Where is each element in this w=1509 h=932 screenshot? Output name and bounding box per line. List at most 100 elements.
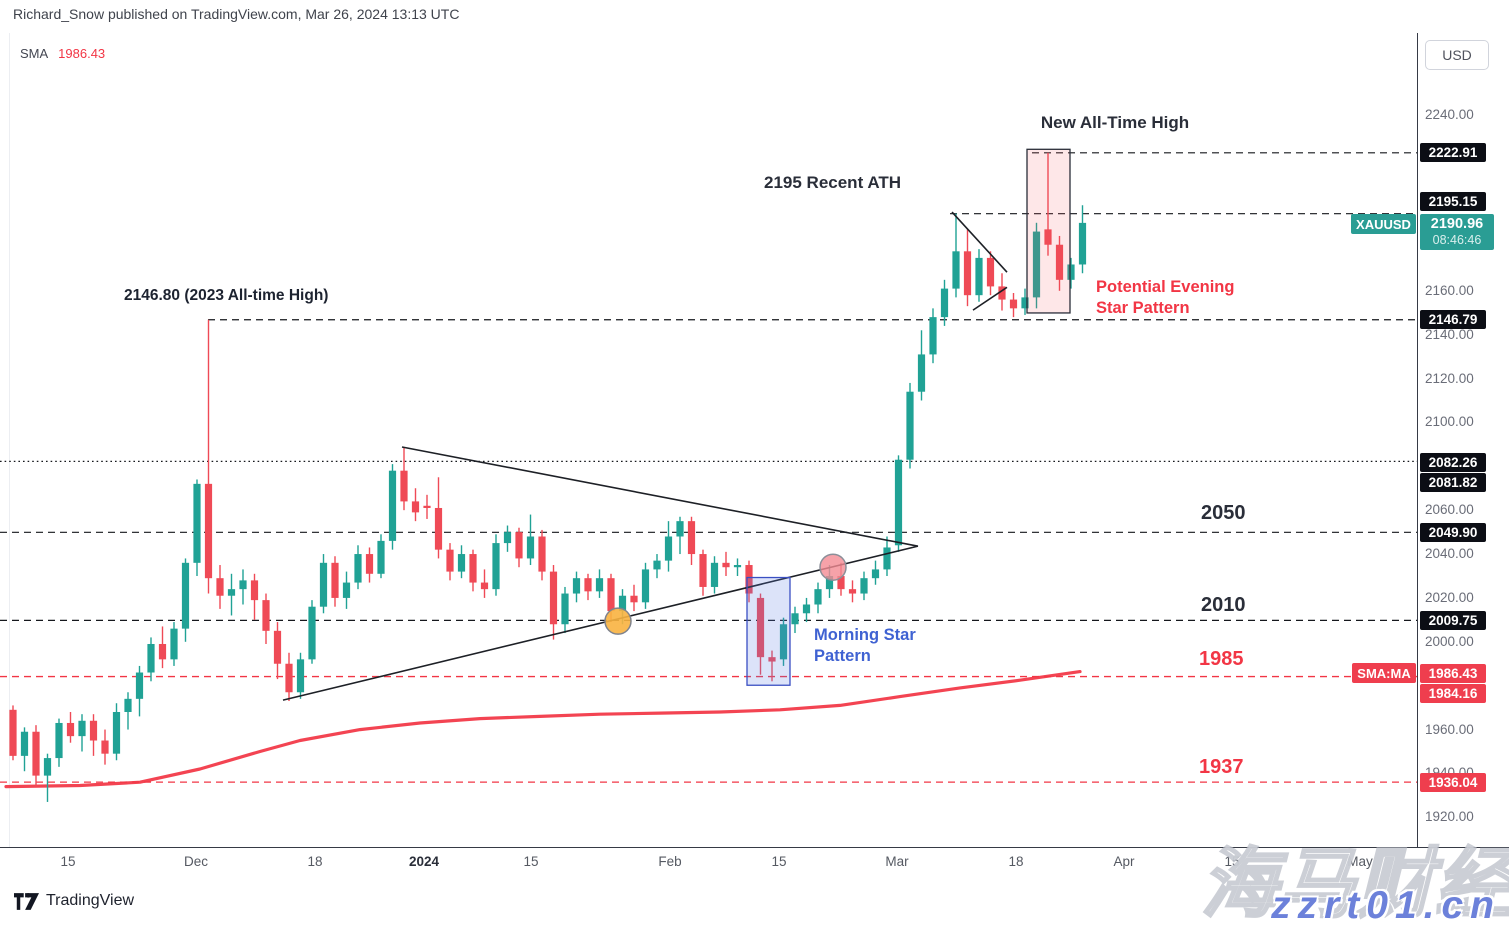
candle-body [480, 582, 489, 590]
higher-low-marker [604, 607, 632, 635]
candle-body [365, 554, 374, 574]
footer: TradingView [0, 876, 1509, 922]
candle-body [124, 698, 132, 712]
axis-tick-2120.00: 2120.00 [1425, 370, 1474, 386]
candle-body [296, 659, 305, 693]
price-axis[interactable]: USD 2190.96 08:46:46 2240.00 2160.00 2140.… [1417, 33, 1509, 875]
candle-body [319, 562, 328, 607]
annotation-2023-ath: 2146.80 (2023 All-time High) [124, 287, 329, 304]
candle-body [216, 578, 224, 596]
candle-body [342, 582, 351, 598]
currency-toggle-button[interactable]: USD [1425, 40, 1489, 70]
candle-body [607, 578, 615, 612]
evening-star-box [1026, 148, 1071, 314]
sma-moving-average-line [4, 670, 1082, 789]
indicator-legend[interactable]: SMA 1986.43 [20, 46, 105, 61]
axis-tick-2060.00: 2060.00 [1425, 502, 1474, 518]
candle-body [1055, 244, 1064, 280]
candle-body [1021, 297, 1029, 309]
time-axis-label-18: 18 [1008, 854, 1024, 869]
candle-body [423, 505, 431, 508]
price-badge-2049.90: 2049.90 [1420, 523, 1486, 542]
time-axis-label-Mar: Mar [885, 854, 909, 869]
candle-body [503, 532, 512, 544]
watermark-chinese: 海马财经 [1200, 841, 1509, 929]
price-badge-2146.79: 2146.79 [1420, 310, 1486, 329]
candle-body [101, 740, 109, 754]
annotation-evening-star: Potential Evening Star Pattern [1096, 278, 1235, 317]
time-axis-label-18: 18 [307, 854, 323, 869]
candle-body [32, 731, 40, 776]
symbol-tag: XAUUSD [1351, 214, 1416, 234]
candle-body [940, 288, 949, 318]
candlestick-chart[interactable] [0, 0, 1417, 880]
candle-body [595, 578, 604, 592]
candle-body [112, 712, 121, 754]
candle-body [929, 317, 937, 355]
last-price-value: 2190.96 [1430, 216, 1484, 232]
candle-body [262, 600, 270, 631]
candle-body [388, 470, 397, 541]
axis-tick-2100.00: 2100.00 [1425, 414, 1474, 430]
candle-body [20, 731, 29, 756]
candle-body [1032, 231, 1041, 298]
axis-tick-1960.00: 1960.00 [1425, 721, 1474, 737]
price-badge-2082.26: 2082.26 [1420, 453, 1486, 472]
header-title: Richard_Snow published on TradingView.co… [13, 6, 460, 22]
candle-body [250, 580, 259, 601]
price-badge-1984.16: 1984.16 [1420, 684, 1486, 703]
axis-tick-2040.00: 2040.00 [1425, 546, 1474, 562]
candle-body [687, 521, 696, 555]
price-badge-1936.04: 1936.04 [1420, 773, 1486, 792]
sma-legend-value: 1986.43 [58, 46, 106, 61]
sma-legend-label: SMA [20, 46, 49, 61]
candle-body [561, 593, 569, 625]
candle-body [377, 540, 385, 574]
candle-body [848, 589, 857, 594]
trendline-1 [401, 446, 919, 547]
annotation-recent-ath: 2195 Recent ATH [764, 173, 901, 192]
candle-body [66, 722, 75, 737]
candle-body [894, 459, 903, 546]
candle-body [434, 507, 443, 550]
candle-body [43, 758, 52, 776]
candle-body [791, 613, 799, 625]
candle-body [618, 595, 627, 612]
candle-body [768, 657, 776, 662]
candle-body [837, 575, 845, 590]
axis-tick-2240.00: 2240.00 [1425, 107, 1474, 123]
candle-body [710, 562, 719, 587]
time-axis-label-15: 15 [771, 854, 787, 869]
candle-body [538, 536, 546, 572]
price-badge-2009.75: 2009.75 [1420, 611, 1486, 630]
axis-tick-1920.00: 1920.00 [1425, 809, 1474, 825]
candle-body [572, 578, 581, 594]
last-price-badge: 2190.96 08:46:46 [1420, 214, 1494, 250]
candle-body [814, 589, 822, 605]
annotation-new-all-time-high: New All-Time High [1040, 113, 1190, 132]
candle-body [745, 565, 753, 594]
candle-body [170, 628, 178, 660]
countdown-timer: 08:46:46 [1432, 233, 1482, 248]
candle-body [975, 257, 983, 296]
time-axis-label-Apr: Apr [1113, 854, 1135, 869]
time-axis-label-15: 15 [1224, 854, 1240, 869]
candle-body [457, 554, 466, 572]
candle-body [135, 672, 144, 699]
candle-body [883, 547, 891, 570]
candle-body [722, 562, 730, 568]
price-badge-2195.15: 2195.15 [1420, 192, 1486, 211]
candle-body [9, 709, 17, 756]
candle-body [906, 391, 914, 460]
candle-body [952, 251, 960, 289]
axis-tick-2160.00: 2160.00 [1425, 282, 1474, 298]
candle-body [492, 543, 500, 590]
candle-body [733, 565, 742, 568]
time-axis-label-15: 15 [60, 854, 76, 869]
candle-body [779, 624, 788, 660]
candle-body [400, 470, 408, 502]
time-axis-label-Dec: Dec [183, 854, 209, 869]
tradingview-logo[interactable]: TradingView [14, 892, 134, 910]
trendline-4 [972, 286, 1008, 311]
tradingview-logo-icon [14, 892, 39, 910]
